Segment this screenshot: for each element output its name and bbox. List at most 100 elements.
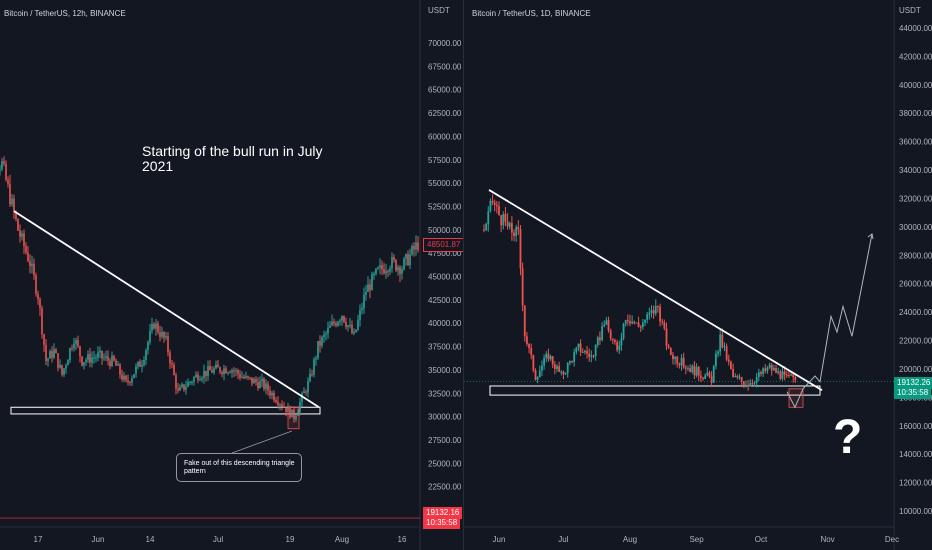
left-candle-body: [281, 404, 283, 407]
left-candle-body: [373, 273, 375, 275]
right-candle-body: [768, 364, 771, 368]
left-chart-plot[interactable]: 70000.00 67500.00 65000.00 62500.00 60000.00…: [0, 0, 463, 550]
right-candle-body: [483, 229, 485, 231]
left-candle-body: [197, 374, 199, 381]
right-y-tick-label: 30000.00: [899, 223, 932, 232]
left-candle-body: [305, 391, 307, 393]
left-candle-body: [283, 406, 285, 408]
left-candle-body: [81, 356, 83, 366]
right-candle-body: [523, 305, 526, 337]
right-candle-body: [736, 375, 739, 378]
left-candle-body: [405, 254, 407, 259]
left-x-tick-label: 16: [398, 535, 407, 544]
right-candle-body: [721, 334, 724, 348]
right-candle-body: [513, 232, 515, 236]
right-x-tick-label: Dec: [885, 535, 899, 544]
right-candle-body: [751, 383, 754, 385]
left-candle-body: [63, 368, 65, 375]
left-candle-body: [7, 179, 9, 185]
left-candle-body: [35, 275, 37, 294]
left-candle-body: [343, 316, 345, 323]
right-candle-body: [689, 368, 692, 372]
bull-run-annotation-line-1: Starting of the bull run in July: [142, 143, 323, 159]
left-candle-body: [323, 334, 325, 338]
left-candle-body: [177, 388, 179, 391]
right-candle-body: [695, 366, 698, 376]
left-candle-body: [145, 349, 147, 360]
right-candle-body: [558, 366, 561, 372]
left-candle-body: [1, 161, 3, 170]
right-candle-body: [489, 200, 492, 212]
right-candle-body: [669, 347, 672, 355]
right-chart-plot[interactable]: 44000.00 42000.00 40000.00 38000.00 36000.00…: [464, 0, 932, 550]
left-candle-body: [133, 374, 135, 378]
right-y-tick-label: 20000.00: [899, 365, 932, 374]
right-candle-body: [717, 351, 719, 354]
left-candle-body: [167, 336, 169, 353]
left-candle-body: [3, 161, 5, 164]
right-candle-body: [641, 322, 644, 328]
left-candle-body: [97, 352, 99, 358]
right-candle-body: [605, 320, 608, 325]
left-candle-body: [33, 263, 35, 276]
right-x-tick-label: Jul: [558, 535, 568, 544]
left-candle-body: [195, 374, 197, 378]
right-candle-body: [665, 328, 668, 346]
left-candle-body: [379, 265, 381, 268]
left-candle-body: [223, 368, 225, 375]
right-candle-body: [571, 360, 573, 363]
left-candle-body: [221, 372, 223, 375]
right-candle-body: [594, 345, 597, 357]
right-candle-body: [772, 367, 775, 371]
left-candle-body: [75, 340, 77, 344]
left-chart-pane[interactable]: 70000.00 67500.00 65000.00 62500.00 60000.00…: [0, 0, 465, 550]
right-candle-body: [534, 370, 537, 380]
left-candle-body: [351, 325, 353, 334]
right-chart-pane[interactable]: 44000.00 42000.00 40000.00 38000.00 36000.00…: [463, 0, 932, 550]
right-candle-body: [564, 372, 567, 375]
right-candle-body: [672, 354, 674, 360]
right-candle-body: [678, 363, 681, 366]
left-candle-body: [143, 359, 145, 365]
left-candle-body: [123, 375, 125, 380]
right-candle-body: [579, 343, 582, 352]
left-candle-body: [293, 409, 295, 420]
right-candle-body: [491, 200, 494, 203]
right-candle-body: [779, 371, 782, 379]
left-candle-body: [175, 374, 177, 389]
left-candle-body: [69, 348, 71, 361]
left-price-marker: 48501.87: [423, 238, 465, 252]
left-chart-title: Bitcoin / TetherUS, 12h, BINANCE: [4, 9, 126, 18]
right-candle-body: [519, 229, 522, 269]
right-candle-body: [682, 357, 685, 368]
right-descending-trendline: [488, 189, 823, 392]
left-candle-body: [79, 346, 81, 357]
left-candle-body: [211, 370, 213, 373]
left-candle-body: [115, 360, 117, 366]
left-candle-body: [37, 293, 39, 300]
left-candle-body: [191, 381, 193, 383]
left-candle-body: [333, 321, 335, 324]
right-y-tick-label: 16000.00: [899, 422, 932, 431]
right-candle-body: [493, 202, 496, 205]
right-candle-body: [624, 319, 627, 324]
left-candle-body: [155, 323, 157, 329]
left-y-tick-label: 30000.00: [428, 413, 462, 422]
left-y-tick-label: 37500.00: [428, 343, 462, 352]
right-candle-body: [687, 368, 689, 370]
right-candle-body: [510, 223, 513, 233]
bull-run-annotation[interactable]: Starting of the bull run in July 2021: [142, 144, 332, 174]
left-candle-body: [121, 374, 123, 380]
right-candle-body: [568, 360, 571, 364]
left-candle-body: [43, 334, 45, 345]
left-current-price-label: 19132.16: [423, 507, 463, 519]
left-candle-body: [113, 355, 115, 361]
right-candle-body: [725, 346, 728, 360]
right-candle-body: [551, 356, 554, 365]
right-candle-body: [485, 224, 488, 231]
left-candle-body: [397, 267, 399, 271]
left-candle-body: [309, 374, 311, 382]
left-candle-body: [251, 377, 253, 384]
fakeout-callout-box[interactable]: Fake out of this descending triangle pat…: [176, 453, 302, 482]
right-candle-body: [635, 322, 638, 324]
